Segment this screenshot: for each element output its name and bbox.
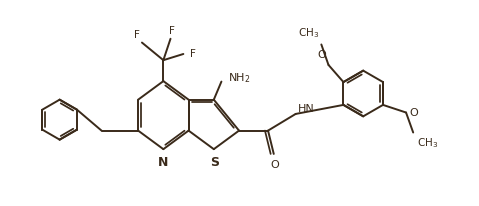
Text: S: S	[210, 156, 219, 169]
Text: F: F	[134, 30, 140, 40]
Text: N: N	[158, 156, 169, 169]
Text: CH$_3$: CH$_3$	[417, 136, 438, 150]
Text: F: F	[190, 49, 196, 59]
Text: HN: HN	[297, 104, 314, 114]
Text: O: O	[410, 108, 419, 117]
Text: O: O	[270, 160, 279, 170]
Text: CH$_3$: CH$_3$	[298, 26, 319, 40]
Text: O: O	[318, 50, 326, 60]
Text: F: F	[169, 26, 174, 36]
Text: NH$_2$: NH$_2$	[228, 71, 251, 85]
